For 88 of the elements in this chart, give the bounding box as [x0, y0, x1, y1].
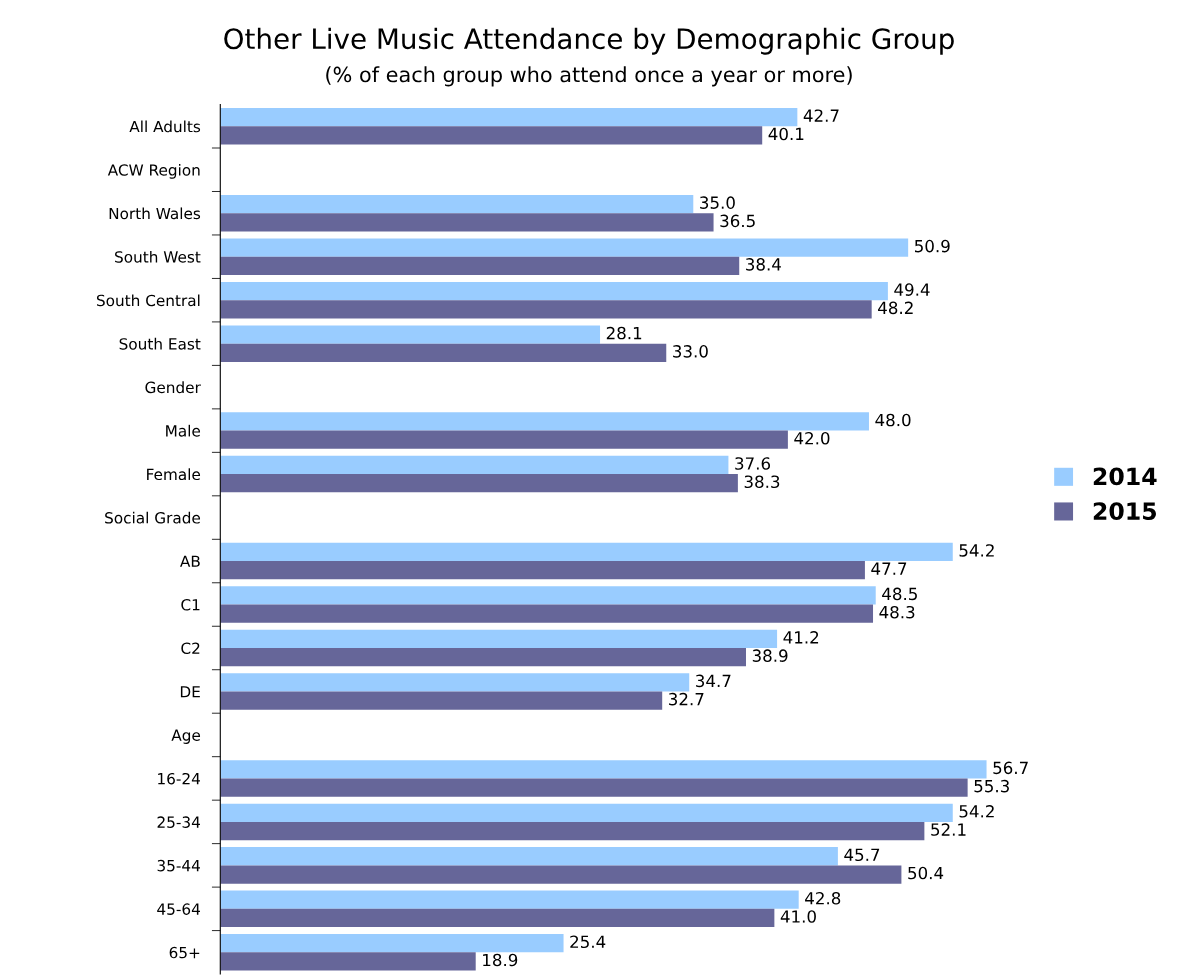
y-tick-label: C2 — [181, 642, 200, 655]
y-tick-label: 45-64 — [157, 903, 200, 915]
y-tick-label: C1 — [181, 598, 200, 611]
legend-label: 2014 — [1093, 467, 1157, 486]
data-label: 25.4 — [570, 935, 606, 949]
data-label: 48.2 — [878, 301, 913, 315]
y-tick-label: All Adults — [129, 120, 201, 133]
data-label: 42.0 — [794, 431, 830, 445]
y-tick-label: 35-44 — [157, 859, 200, 872]
bar — [220, 194, 694, 214]
data-label: 48.0 — [875, 413, 911, 427]
y-tick-label: Gender — [145, 381, 201, 394]
data-label: 48.5 — [882, 587, 917, 601]
bar — [220, 952, 476, 971]
data-label: 36.5 — [720, 214, 755, 228]
chart-title: Other Live Music Attendance by Demographic Group — [224, 27, 954, 55]
data-label: 48.3 — [879, 605, 915, 619]
data-label: 55.3 — [974, 779, 1009, 793]
bar — [220, 108, 798, 127]
data-label: 54.2 — [959, 544, 994, 557]
y-tick-label: DE — [180, 686, 200, 698]
data-label: 32.7 — [669, 692, 704, 706]
data-label: 34.7 — [696, 674, 731, 688]
data-label: 40.1 — [768, 127, 804, 141]
bar — [220, 691, 663, 710]
data-label: 41.2 — [783, 631, 819, 644]
data-label: 47.7 — [871, 562, 907, 575]
y-tick-label: South East — [119, 337, 201, 350]
bar — [220, 629, 778, 648]
bar — [220, 865, 902, 884]
data-label: 50.4 — [908, 866, 944, 880]
chart-subtitle: (% of each group who attend once a year or more) — [326, 66, 852, 87]
y-tick-label: 25-34 — [157, 816, 200, 828]
y-tick-label: AB — [180, 555, 200, 567]
data-label: 56.7 — [993, 761, 1028, 775]
data-label: 41.0 — [780, 910, 816, 923]
y-tick-label: Social Grade — [105, 511, 201, 524]
data-label: 33.0 — [673, 345, 708, 358]
bar — [220, 604, 874, 623]
y-tick-label: North Wales — [109, 207, 201, 220]
y-tick-label: South West — [115, 250, 201, 263]
y-tick-label: Female — [147, 468, 201, 481]
bar — [220, 803, 953, 822]
bar — [220, 455, 729, 475]
data-label: 18.9 — [483, 953, 518, 967]
bar — [220, 821, 925, 841]
data-label: 52.1 — [931, 823, 966, 836]
y-tick-label: 16-24 — [158, 772, 200, 785]
data-label: 50.9 — [915, 239, 950, 253]
bar — [220, 847, 838, 866]
bar — [220, 760, 987, 779]
bar — [220, 778, 968, 797]
data-label: 42.7 — [803, 109, 839, 122]
bar — [220, 474, 738, 493]
data-label: 45.7 — [844, 848, 880, 862]
bar — [220, 908, 775, 928]
bar — [220, 648, 746, 667]
bar — [220, 343, 667, 362]
bar — [220, 934, 564, 953]
y-tick-label: Age — [171, 729, 201, 744]
y-tick-label: South Central — [96, 294, 200, 307]
data-label: 49.4 — [894, 283, 930, 296]
y-tick-label: Male — [166, 424, 201, 437]
bar — [220, 430, 788, 449]
data-label: 38.9 — [752, 649, 788, 662]
bar — [220, 238, 909, 257]
bar — [220, 213, 714, 232]
bar — [220, 325, 601, 344]
y-tick-label: ACW Region — [107, 163, 200, 179]
data-label: 37.6 — [735, 457, 771, 470]
bar — [220, 586, 876, 605]
legend-label: 2015 — [1093, 502, 1156, 521]
data-label: 38.4 — [746, 258, 781, 271]
bar — [220, 281, 888, 301]
bar — [220, 256, 740, 275]
data-label: 54.2 — [959, 805, 994, 818]
y-tick-label: 65+ — [169, 946, 200, 959]
bar — [220, 561, 865, 580]
data-label: 38.3 — [744, 475, 780, 489]
data-label: 35.0 — [700, 196, 735, 209]
data-label: 28.1 — [606, 326, 642, 340]
bar — [220, 412, 869, 431]
bar — [220, 300, 872, 319]
bar — [220, 673, 690, 692]
bar — [220, 890, 799, 909]
data-label: 42.8 — [805, 891, 841, 905]
bar — [220, 542, 953, 562]
bar — [220, 126, 763, 145]
